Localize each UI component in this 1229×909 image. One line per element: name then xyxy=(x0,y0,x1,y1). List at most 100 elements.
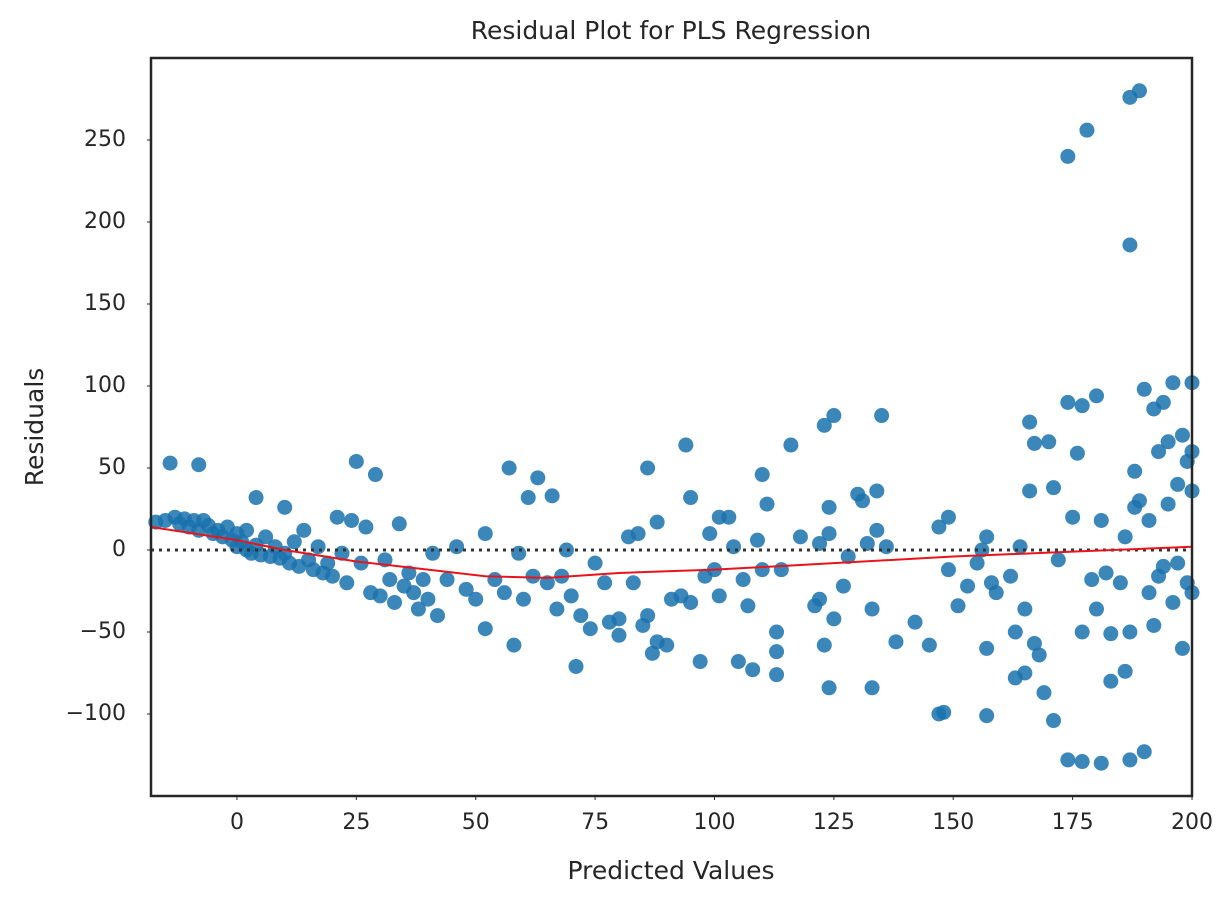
point xyxy=(387,594,403,610)
point xyxy=(921,637,937,653)
point xyxy=(420,591,436,607)
point xyxy=(855,493,871,509)
point xyxy=(458,581,474,597)
point xyxy=(1007,624,1023,640)
point xyxy=(1026,435,1042,451)
point xyxy=(1088,601,1104,617)
point xyxy=(511,545,527,561)
point xyxy=(869,483,885,499)
point xyxy=(339,575,355,591)
point xyxy=(1174,640,1190,656)
point xyxy=(258,529,274,545)
y-tick-label: 150 xyxy=(84,291,126,316)
point xyxy=(1074,754,1090,770)
y-tick-label: −100 xyxy=(66,701,126,726)
point xyxy=(735,572,751,588)
point xyxy=(1122,624,1138,640)
point xyxy=(864,680,880,696)
point xyxy=(329,509,345,525)
point xyxy=(1136,744,1152,760)
point xyxy=(1131,493,1147,509)
point xyxy=(277,499,293,515)
point xyxy=(840,549,856,565)
point xyxy=(310,539,326,555)
point xyxy=(769,624,785,640)
point xyxy=(358,519,374,535)
point xyxy=(1046,713,1062,729)
point xyxy=(907,614,923,630)
point xyxy=(582,621,598,637)
point xyxy=(549,601,565,617)
point xyxy=(468,591,484,607)
x-tick-label: 100 xyxy=(693,810,735,835)
point xyxy=(1017,601,1033,617)
point xyxy=(539,575,555,591)
point xyxy=(286,534,302,550)
point xyxy=(1088,388,1104,404)
point xyxy=(749,532,765,548)
point xyxy=(248,490,264,506)
point xyxy=(940,509,956,525)
y-tick-label: −50 xyxy=(80,619,126,644)
point xyxy=(382,572,398,588)
point xyxy=(1022,414,1038,430)
point xyxy=(587,555,603,571)
point xyxy=(1003,568,1019,584)
point xyxy=(496,585,512,601)
point xyxy=(1050,552,1066,568)
point xyxy=(1022,483,1038,499)
point xyxy=(821,680,837,696)
point xyxy=(1122,752,1138,768)
point xyxy=(1112,575,1128,591)
point xyxy=(162,455,178,471)
point xyxy=(979,529,995,545)
point xyxy=(324,568,340,584)
point xyxy=(792,529,808,545)
point xyxy=(979,708,995,724)
point xyxy=(525,568,541,584)
point xyxy=(1060,394,1076,410)
point xyxy=(239,522,255,538)
plot-frame xyxy=(149,56,1194,798)
fit-line xyxy=(150,526,1193,579)
point xyxy=(1041,434,1057,450)
point xyxy=(430,608,446,624)
point xyxy=(611,627,627,643)
point xyxy=(1079,122,1095,138)
point xyxy=(611,611,627,627)
point xyxy=(974,542,990,558)
point xyxy=(1141,585,1157,601)
point xyxy=(773,562,789,578)
point xyxy=(979,640,995,656)
point xyxy=(415,572,431,588)
point xyxy=(692,654,708,670)
point xyxy=(821,526,837,542)
point xyxy=(1117,529,1133,545)
point xyxy=(888,634,904,650)
y-tick-label: 0 xyxy=(112,537,126,562)
x-axis-label: Predicted Values xyxy=(568,856,775,885)
point xyxy=(558,542,574,558)
point xyxy=(1146,617,1162,633)
point xyxy=(372,588,388,604)
point xyxy=(826,408,842,424)
point xyxy=(1141,512,1157,528)
point xyxy=(439,572,455,588)
point xyxy=(501,460,517,476)
point xyxy=(769,644,785,660)
point xyxy=(931,519,947,535)
point xyxy=(1122,237,1138,253)
point xyxy=(401,565,417,581)
point xyxy=(864,601,880,617)
x-tick-label: 50 xyxy=(462,810,490,835)
x-tick-label: 0 xyxy=(230,810,244,835)
point xyxy=(683,594,699,610)
point xyxy=(520,490,536,506)
point xyxy=(1093,755,1109,771)
point xyxy=(477,526,493,542)
chart-title: Residual Plot for PLS Regression xyxy=(471,16,871,45)
point xyxy=(759,496,775,512)
point xyxy=(649,514,665,530)
point xyxy=(1098,565,1114,581)
y-tick-label: 100 xyxy=(84,373,126,398)
